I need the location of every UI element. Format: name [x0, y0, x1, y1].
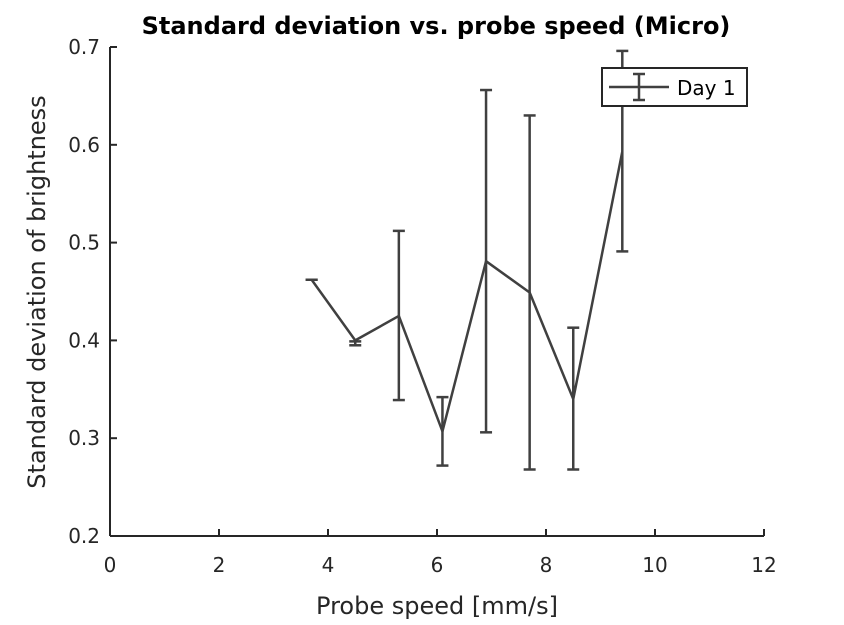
- x-tick-label: 2: [213, 553, 226, 577]
- x-tick-label: 6: [431, 553, 444, 577]
- legend: Day 1: [601, 67, 748, 107]
- x-tick-label: 4: [322, 553, 335, 577]
- error-bar: [349, 340, 362, 347]
- y-tick-label: 0.7: [68, 35, 100, 59]
- x-tick-label: 8: [540, 553, 553, 577]
- y-tick-label: 0.3: [68, 426, 100, 450]
- plot-area: 0 2 4 6 8 10 12 0.2 0.3 0.4 0.5 0.6 0.7: [68, 35, 777, 577]
- x-axis-label: Probe speed [mm/s]: [316, 592, 558, 620]
- y-tick-label: 0.2: [68, 524, 100, 548]
- x-tick-label: 12: [751, 553, 776, 577]
- y-tick-label: 0.6: [68, 133, 100, 157]
- x-tick-label: 10: [642, 553, 667, 577]
- y-ticks: 0.2 0.3 0.4 0.5 0.6 0.7: [68, 35, 117, 548]
- x-ticks: 0 2 4 6 8 10 12: [104, 529, 777, 577]
- x-tick-label: 0: [104, 553, 117, 577]
- series-line-day-1: [310, 151, 624, 433]
- chart-title: Standard deviation vs. probe speed (Micr…: [142, 12, 731, 40]
- y-axis-label: Standard deviation of brightness: [23, 95, 51, 488]
- y-tick-label: 0.4: [68, 328, 100, 352]
- legend-label: Day 1: [677, 76, 736, 100]
- error-bars: [305, 49, 629, 471]
- y-tick-label: 0.5: [68, 231, 100, 255]
